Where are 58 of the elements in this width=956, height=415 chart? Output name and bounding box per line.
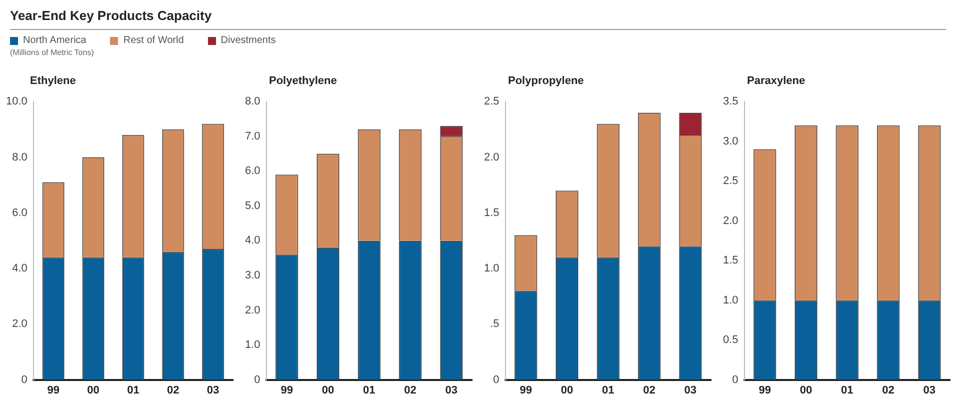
- chart-title: Paraxylene: [746, 75, 806, 89]
- y-tick-label: 8.0: [244, 96, 260, 108]
- y-tick-label: 0: [732, 374, 738, 386]
- y-tick-label: 0: [21, 374, 28, 386]
- y-tick-label: 2.0: [244, 304, 260, 316]
- x-tick-label: 00: [87, 384, 100, 396]
- y-tick-label: 1.5: [484, 206, 500, 219]
- y-tick-label: 10.0: [6, 96, 28, 108]
- y-tick-label: 1.5: [722, 254, 738, 267]
- x-tick-label: 01: [127, 384, 140, 396]
- y-tick-label: 4.0: [12, 262, 28, 275]
- x-tick-label: 03: [445, 384, 458, 396]
- x-tick-label: 00: [800, 384, 812, 396]
- x-tick-label: 02: [167, 384, 180, 396]
- y-tick-label: 3.0: [244, 270, 260, 282]
- y-tick-label: 2.5: [722, 175, 738, 188]
- y-tick-label: 2.0: [12, 318, 28, 330]
- text: (Millions of Metric Tons): [10, 48, 95, 57]
- chart-title: Polyethylene: [268, 75, 338, 89]
- x-tick-label: 99: [758, 384, 771, 396]
- y-tick-label: 2.0: [484, 151, 500, 164]
- text: Year-End Key Products Capacity: [10, 8, 946, 30]
- legend-label: North America: [23, 35, 86, 46]
- x-tick-label: 02: [404, 384, 416, 396]
- x-tick-label: 02: [882, 384, 894, 396]
- x-tick-label: 03: [206, 384, 220, 396]
- x-tick-label: 00: [560, 384, 574, 396]
- chart-title: Polypropylene: [507, 75, 585, 89]
- x-tick-label: 99: [520, 384, 532, 396]
- y-tick-label: 2.0: [722, 214, 738, 227]
- y-tick-label: 0: [254, 374, 260, 386]
- x-tick-label: 99: [280, 384, 293, 396]
- x-tick-label: 02: [643, 384, 656, 396]
- y-tick-label: .5: [490, 318, 500, 330]
- y-tick-label: 7.0: [244, 130, 260, 142]
- y-tick-label: 0: [493, 374, 500, 386]
- y-tick-label: 5.0: [244, 200, 260, 212]
- y-tick-label: 6.0: [244, 165, 260, 178]
- x-tick-label: 99: [47, 384, 60, 396]
- y-tick-label: 6.0: [12, 206, 28, 219]
- y-tick-label: 0.5: [722, 334, 738, 346]
- y-tick-label: 3.0: [722, 135, 738, 148]
- chart-title: Ethylene: [29, 75, 77, 89]
- y-tick-label: 1.0: [244, 339, 260, 352]
- x-tick-label: 01: [602, 384, 614, 396]
- y-tick-label: 1.0: [722, 294, 738, 306]
- x-tick-label: 03: [923, 384, 936, 396]
- y-tick-label: 3.5: [722, 96, 738, 108]
- legend-label: Divestments: [220, 35, 276, 46]
- x-tick-label: 01: [841, 384, 854, 396]
- legend-label: Rest of World: [123, 35, 184, 46]
- x-tick-label: 03: [684, 384, 697, 396]
- y-tick-label: 2.5: [484, 96, 500, 108]
- y-tick-label: 1.0: [484, 262, 500, 275]
- y-tick-label: 8.0: [12, 151, 28, 164]
- y-tick-label: 4.0: [244, 234, 260, 247]
- x-tick-label: 01: [363, 384, 376, 396]
- x-tick-label: 00: [322, 384, 334, 396]
